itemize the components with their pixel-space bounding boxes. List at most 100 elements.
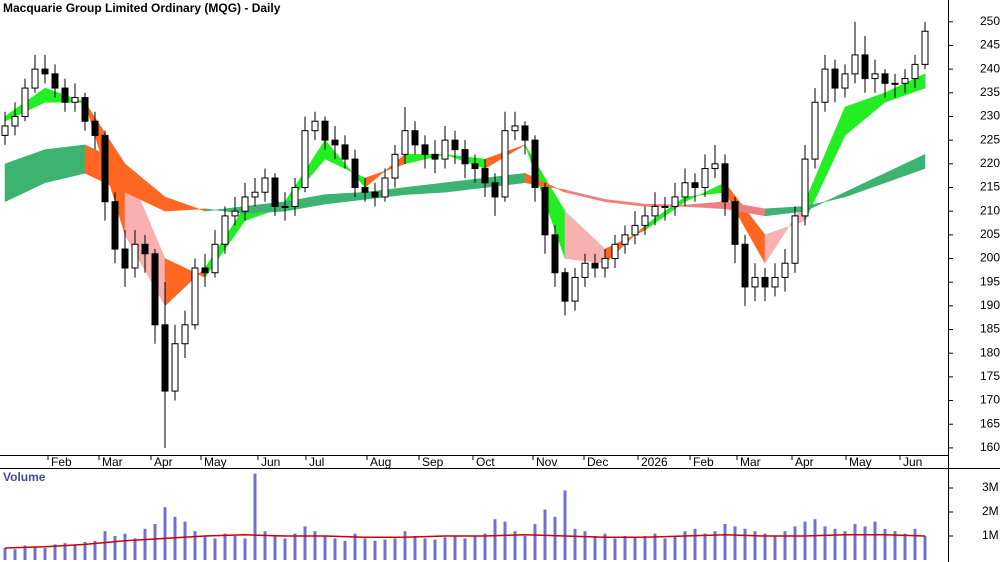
volume-bar — [83, 542, 87, 560]
volume-bar — [593, 536, 597, 560]
x-tick-label: Mar — [740, 455, 761, 469]
candle-body — [441, 139, 449, 160]
volume-bar — [153, 524, 157, 560]
candle-body — [381, 177, 389, 198]
candle-body — [691, 182, 699, 188]
candle-body — [51, 73, 59, 89]
x-tick-label: Jun — [261, 455, 280, 469]
candle-body — [591, 262, 599, 269]
volume-bar — [773, 536, 777, 560]
volume-bar — [363, 538, 367, 560]
volume-bar — [903, 533, 907, 560]
y-tick-label: 235 — [980, 85, 1000, 99]
volume-bar — [833, 528, 837, 560]
candle-body — [211, 243, 219, 274]
volume-bar — [273, 536, 277, 560]
volume-bar — [133, 538, 137, 560]
volume-bar — [493, 519, 497, 560]
y-tick-label: 215 — [980, 180, 1000, 194]
volume-bar — [63, 543, 67, 560]
volume-bar — [183, 521, 187, 560]
volume-bar — [733, 526, 737, 560]
candle-body — [501, 130, 509, 198]
volume-bar — [693, 528, 697, 560]
candle-body — [431, 153, 439, 160]
x-tick-label: Aug — [370, 455, 391, 469]
candle-body — [161, 324, 169, 392]
volume-bar — [513, 531, 517, 560]
volume-bar — [583, 531, 587, 560]
ribbon-segment — [884, 153, 926, 184]
candle-body — [11, 115, 19, 127]
volume-bar — [623, 536, 627, 560]
candle-body — [791, 215, 799, 264]
volume-bar — [713, 531, 717, 560]
candle-body — [631, 224, 639, 236]
volume-bar — [643, 536, 647, 560]
volume-bar — [853, 524, 857, 560]
volume-bar — [293, 533, 297, 560]
volume-bar — [573, 528, 577, 560]
volume-bar — [433, 539, 437, 560]
candle-body — [811, 101, 819, 160]
volume-bar — [803, 521, 807, 560]
volume-bar — [663, 538, 667, 560]
candle-body — [841, 73, 849, 89]
candle-body — [531, 139, 539, 188]
candle-body — [121, 248, 129, 269]
candle-body — [111, 201, 119, 250]
volume-bar — [323, 536, 327, 560]
candle-body — [721, 163, 729, 203]
volume-bar — [453, 536, 457, 560]
y-tick-label: 160 — [980, 440, 1000, 454]
candle-body — [731, 201, 739, 245]
candle-body — [861, 54, 869, 80]
volume-bar — [613, 538, 617, 560]
volume-bar — [753, 531, 757, 560]
candle-body — [201, 267, 209, 274]
candle-body — [511, 125, 519, 132]
candle-body — [611, 243, 619, 260]
volume-bar — [913, 528, 917, 560]
volume-bar — [253, 473, 257, 560]
volume-bar — [123, 533, 127, 560]
volume-bar — [423, 538, 427, 560]
candle-body — [581, 262, 589, 278]
candle-body — [391, 153, 399, 179]
x-tick-label: May — [849, 455, 872, 469]
candle-body — [311, 120, 319, 132]
candle-body — [561, 272, 569, 302]
x-tick-label: Nov — [536, 455, 557, 469]
candle-body — [491, 182, 499, 198]
candle-body — [881, 73, 889, 84]
candle-body — [21, 87, 29, 117]
volume-bar — [383, 539, 387, 560]
candle-body — [651, 205, 659, 217]
candle-body — [71, 97, 79, 103]
candle-body — [901, 78, 909, 84]
candle-body — [261, 177, 269, 193]
candle-body — [851, 54, 859, 75]
candle-body — [471, 163, 479, 170]
candle-body — [781, 262, 789, 278]
candle-body — [281, 205, 289, 208]
volume-bar — [73, 545, 77, 560]
volume-bar — [103, 531, 107, 560]
volume-bar — [473, 536, 477, 560]
volume-bar — [33, 546, 37, 560]
x-tick-label: May — [204, 455, 227, 469]
candle-body — [341, 144, 349, 160]
volume-bar — [23, 545, 27, 560]
y-tick-label: 250 — [980, 14, 1000, 28]
candle-body — [541, 186, 549, 236]
volume-bar — [333, 538, 337, 560]
y-tick-label: 220 — [980, 156, 1000, 170]
y-tick-label: 180 — [980, 345, 1000, 359]
candle-body — [641, 215, 649, 226]
candle-body — [571, 276, 579, 302]
candle-body — [61, 87, 69, 103]
volume-bar — [53, 544, 57, 560]
y-tick-label: 185 — [980, 322, 1000, 336]
